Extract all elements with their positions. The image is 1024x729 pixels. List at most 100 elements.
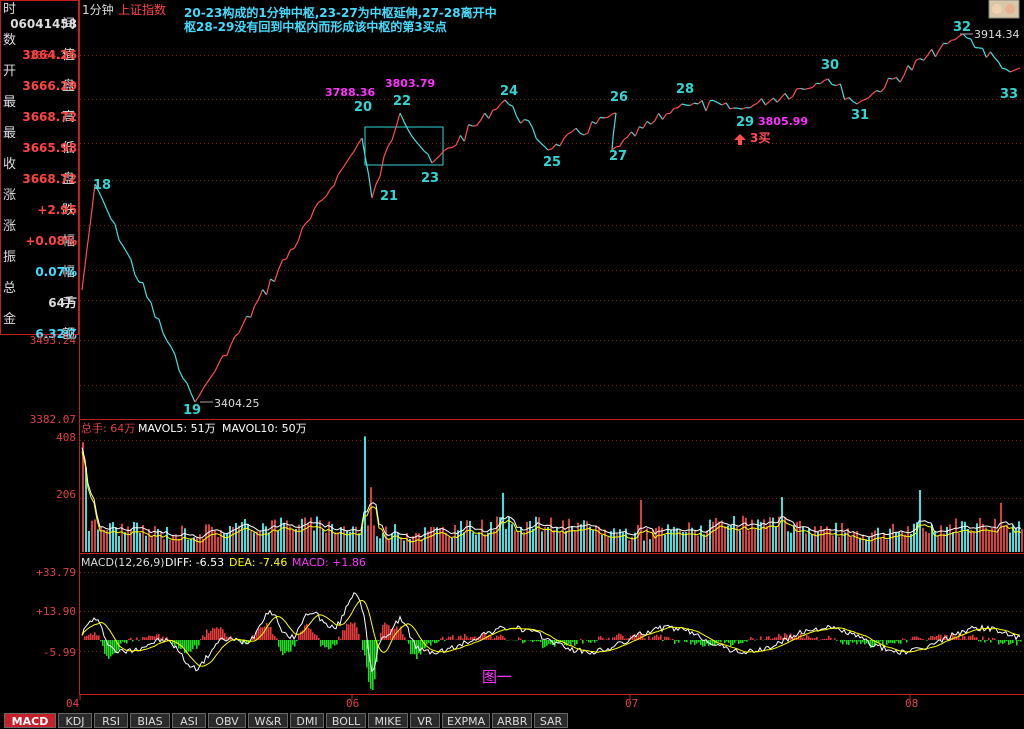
macd-bar xyxy=(168,639,170,640)
tab-arbr[interactable]: ARBR xyxy=(492,713,532,728)
macd-bar xyxy=(704,640,706,647)
macd-bar xyxy=(990,640,992,643)
macd-bar xyxy=(698,640,700,643)
price-segment xyxy=(508,103,514,107)
volume-bar xyxy=(757,519,759,552)
volume-bar xyxy=(889,528,891,552)
price-segment xyxy=(571,127,577,133)
volume-bar xyxy=(694,530,696,552)
macd-bar xyxy=(562,640,564,643)
tab-macd[interactable]: MACD xyxy=(4,713,56,728)
price-segment xyxy=(681,103,687,106)
volume-bar xyxy=(838,536,840,552)
price-segment xyxy=(876,90,881,93)
tab-rsi[interactable]: RSI xyxy=(94,713,128,728)
price-segment xyxy=(345,156,351,164)
info-label-9-a: 总 xyxy=(3,281,16,296)
macd-bar xyxy=(110,640,112,657)
volume-bar xyxy=(409,539,411,552)
volume-bar xyxy=(931,524,933,552)
volume-bar xyxy=(772,517,774,552)
macd-bar xyxy=(384,622,386,640)
tab-obv[interactable]: OBV xyxy=(208,713,246,728)
price-segment xyxy=(808,87,813,90)
macd-tick-bottom: -5.99 xyxy=(43,646,76,659)
macd-bar xyxy=(534,640,536,641)
macd-bar xyxy=(792,637,794,641)
volume-bar xyxy=(646,528,648,552)
macd-bar xyxy=(836,640,838,641)
volume-bar xyxy=(469,520,471,552)
macd-bar xyxy=(780,635,782,640)
price-segment xyxy=(721,102,727,106)
macd-bar xyxy=(622,635,624,641)
volume-bar xyxy=(934,531,936,552)
price-segment xyxy=(262,289,268,296)
price-segment xyxy=(614,112,617,124)
tab-vr[interactable]: VR xyxy=(410,713,440,728)
macd-bar xyxy=(308,627,310,641)
tab-dmi[interactable]: DMI xyxy=(290,713,324,728)
volume-bar xyxy=(886,539,888,552)
price-segment xyxy=(741,107,747,110)
tab-w-r[interactable]: W&R xyxy=(248,713,288,728)
macd-bar xyxy=(266,623,268,641)
volume-bar xyxy=(829,528,831,552)
price-segment xyxy=(527,120,533,128)
volume-bar xyxy=(238,525,240,552)
price-segment xyxy=(603,116,609,119)
volume-bar xyxy=(184,528,186,552)
price-segment xyxy=(725,102,731,110)
macd-bar xyxy=(438,640,440,642)
price-segment xyxy=(282,258,287,261)
volume-bar xyxy=(487,532,489,552)
macd-bar xyxy=(740,640,742,643)
macd-bar xyxy=(632,635,634,641)
tab-sar[interactable]: SAR xyxy=(534,713,568,728)
macd-name: MACD(12,26,9) xyxy=(81,556,165,569)
volume-bar xyxy=(640,499,642,552)
volume-bar xyxy=(619,529,621,552)
macd-bar xyxy=(890,640,892,643)
info-label-0-a: 时 xyxy=(3,2,16,17)
macd-bar xyxy=(602,638,604,641)
tab-asi[interactable]: ASI xyxy=(172,713,206,728)
avatar-icon[interactable] xyxy=(988,0,1020,19)
tab-kdj[interactable]: KDJ xyxy=(58,713,92,728)
volume-bar xyxy=(544,527,546,552)
pivot-label-23: 23 xyxy=(421,171,439,186)
macd-bar xyxy=(900,640,902,644)
macd-bar xyxy=(586,640,588,641)
tab-expma[interactable]: EXPMA xyxy=(442,713,490,728)
macd-bar xyxy=(828,636,830,641)
macd-bar xyxy=(208,633,210,640)
volume-bar xyxy=(352,526,354,552)
macd-bar xyxy=(218,628,220,641)
price-segment xyxy=(559,137,565,147)
tab-mike[interactable]: MIKE xyxy=(368,713,408,728)
buy-arrow-icon xyxy=(734,134,746,145)
macd-bar xyxy=(292,640,294,645)
volume-bar xyxy=(484,534,486,552)
volume-bar xyxy=(832,535,834,552)
volume-bar xyxy=(958,533,960,552)
macd-bar xyxy=(608,637,610,640)
tab-bias[interactable]: BIAS xyxy=(130,713,170,728)
callout-3914: 3914.34 xyxy=(974,28,1020,41)
macd-bar xyxy=(334,640,336,646)
price-segment xyxy=(852,100,858,105)
volume-bar xyxy=(904,534,906,552)
macd-bar xyxy=(968,636,970,641)
volume-bar xyxy=(466,520,468,552)
price-segment xyxy=(361,137,366,158)
macd-bar xyxy=(256,631,258,641)
price-segment xyxy=(455,135,461,146)
macd-bar xyxy=(766,636,768,640)
macd-bar xyxy=(380,632,382,640)
macd-bar xyxy=(544,640,546,648)
macd-bar xyxy=(194,640,196,646)
tab-boll[interactable]: BOLL xyxy=(326,713,366,728)
volume-bar xyxy=(100,527,102,552)
volume-bar xyxy=(535,516,537,552)
volume-bar xyxy=(943,533,945,552)
